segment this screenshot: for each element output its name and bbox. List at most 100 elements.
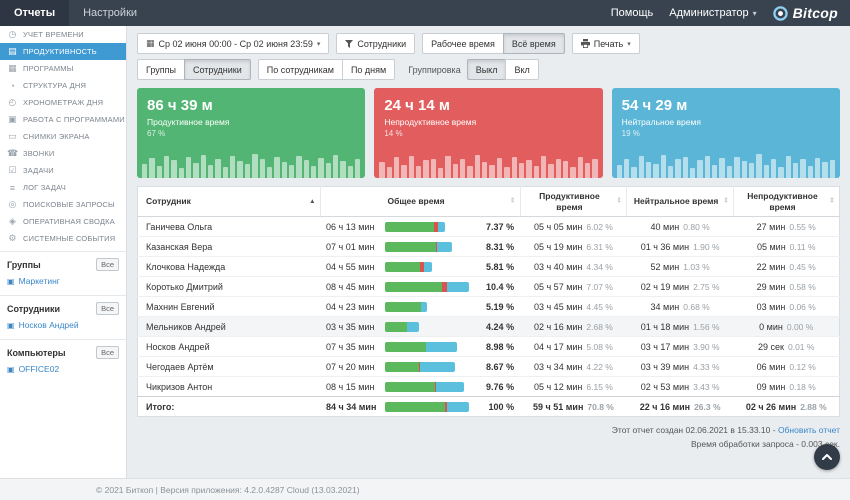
date-range-select[interactable]: ▦ Ср 02 июня 00:00 - Ср 02 июня 23:59 ▾ (137, 33, 329, 54)
refresh-report-link[interactable]: Обновить отчет (778, 425, 840, 435)
computers-all-badge[interactable]: Все (96, 346, 119, 359)
productive-time-cell: 03 ч 34 мин4.22 % (520, 357, 627, 377)
time-distribution-bar (385, 302, 469, 312)
card-bar (631, 167, 636, 178)
chevron-up-icon (821, 451, 833, 463)
productive-time-cell: 04 ч 17 мин5.08 % (520, 337, 627, 357)
scope-button-1[interactable]: Сотрудники (184, 59, 251, 80)
toolbar-row-1: ▦ Ср 02 июня 00:00 - Ср 02 июня 23:59 ▾ … (137, 33, 840, 54)
sidebar-item-programs[interactable]: ▦ПРОГРАММЫ (0, 60, 126, 77)
column-header-2[interactable]: Продуктивное время⇕ (520, 187, 627, 217)
time-distribution-bar (385, 382, 469, 392)
sort-icon: ⇕ (510, 197, 516, 206)
card-bar (742, 161, 747, 178)
column-header-label: Общее время (387, 196, 444, 206)
chevron-down-icon: ▾ (317, 40, 321, 48)
card-bar (333, 155, 338, 178)
view-button-0[interactable]: По сотрудникам (258, 59, 343, 80)
table-row[interactable]: Мельников Андрей03 ч 35 мин4.24 %02 ч 16… (138, 317, 840, 337)
sidebar-item-calls[interactable]: ☎ЗВОНКИ (0, 145, 126, 162)
card-bar (311, 166, 316, 178)
table-row[interactable]: Чегодаев Артём07 ч 20 мин8.67 %03 ч 34 м… (138, 357, 840, 377)
tab-settings[interactable]: Настройки (69, 0, 151, 26)
time-mode-button-1[interactable]: Всё время (503, 33, 565, 54)
table-row[interactable]: Клочкова Надежда04 ч 55 мин5.81 %03 ч 40… (138, 257, 840, 277)
column-header-4[interactable]: Непродуктивное время⇕ (733, 187, 839, 217)
productive-time-cell: 05 ч 57 мин7.07 % (520, 277, 627, 297)
employees-filter-button[interactable]: Сотрудники (336, 33, 415, 54)
card-bar (668, 166, 673, 178)
card-bar (237, 161, 242, 178)
card-bar (675, 159, 680, 178)
bar-chart-icon: ▤ (7, 46, 18, 57)
grouping-button-0[interactable]: Выкл (467, 59, 507, 80)
productive-time-cell: 03 ч 40 мин4.34 % (520, 257, 627, 277)
user-menu[interactable]: Администратор ▾ (669, 7, 756, 19)
sidebar-item-time-tracking[interactable]: ◷УЧЕТ ВРЕМЕНИ (0, 26, 126, 43)
filter-icon (345, 40, 353, 48)
card-bar (467, 166, 472, 178)
scope-button-0[interactable]: Группы (137, 59, 185, 80)
sidebar-item-search-queries[interactable]: ◎ПОИСКОВЫЕ ЗАПРОСЫ (0, 196, 126, 213)
sidebar-item-screenshots[interactable]: ▭СНИМКИ ЭКРАНА (0, 128, 126, 145)
card-bar (585, 163, 590, 178)
view-button-1[interactable]: По дням (342, 59, 395, 80)
column-header-label: Продуктивное время (539, 191, 600, 212)
app-footer: © 2021 Биткоп | Версия приложения: 4.2.0… (0, 478, 850, 500)
total-time-value: 07 ч 01 мин (326, 242, 380, 252)
card-percent: 67 % (147, 129, 355, 138)
card-bar (541, 156, 546, 178)
column-header-1[interactable]: Общее время ⇕ (320, 187, 520, 217)
column-header-label: Сотрудник (146, 196, 191, 206)
card-bar (697, 160, 702, 178)
chevron-down-icon: ▾ (753, 9, 757, 18)
table-row[interactable]: Коротько Дмитрий08 ч 45 мин10.4 %05 ч 57… (138, 277, 840, 297)
help-link[interactable]: Помощь (611, 7, 654, 19)
tab-reports[interactable]: Отчеты (0, 0, 69, 26)
card-bar (624, 159, 629, 178)
neutral-time-cell: 02 ч 53 мин3.43 % (627, 377, 734, 397)
blue-segment (447, 282, 469, 292)
printer-icon (581, 39, 590, 48)
filter-item-employees[interactable]: ▣Носков Андрей (7, 315, 119, 330)
sidebar-item-day-chronometry[interactable]: ◴ХРОНОМЕТРАЖ ДНЯ (0, 94, 126, 111)
card-bar (719, 158, 724, 178)
sidebar-item-productivity[interactable]: ▤ПРОДУКТИВНОСТЬ (0, 43, 126, 60)
table-row[interactable]: Махнин Евгений04 ч 23 мин5.19 %03 ч 45 м… (138, 297, 840, 317)
column-header-3[interactable]: Нейтральное время⇕ (627, 187, 734, 217)
neutral-time-cell: 40 мин0.80 % (627, 217, 734, 237)
table-total-row[interactable]: Итого:84 ч 34 мин100 %59 ч 51 мин70.8 %2… (138, 397, 840, 417)
column-header-0[interactable]: Сотрудник ▲ (138, 187, 321, 217)
filter-item-computers[interactable]: ▣OFFICE02 (7, 359, 119, 374)
sidebar-item-task-log[interactable]: ≡ЛОГ ЗАДАЧ (0, 179, 126, 196)
table-row[interactable]: Носков Андрей07 ч 35 мин8.98 %04 ч 17 ми… (138, 337, 840, 357)
sort-icon: ▲ (309, 197, 315, 205)
filter-item-label: OFFICE02 (19, 364, 60, 374)
grouping-button-1[interactable]: Вкл (505, 59, 538, 80)
card-bar (661, 155, 666, 178)
sidebar-item-program-work[interactable]: ▣РАБОТА С ПРОГРАММАМИ (0, 111, 126, 128)
card-bar (223, 167, 228, 178)
table-row[interactable]: Чикризов Антон08 ч 15 мин9.76 %05 ч 12 м… (138, 377, 840, 397)
employees-all-badge[interactable]: Все (96, 302, 119, 315)
card-bar (712, 165, 717, 178)
total-time-value: 06 ч 13 мин (326, 222, 380, 232)
column-header-label: Нейтральное время (634, 196, 719, 206)
total-time-cell: 08 ч 45 мин10.4 % (320, 277, 520, 297)
card-bar (683, 157, 688, 178)
user-name: Администратор (669, 7, 748, 19)
list-icon: ≡ (7, 183, 18, 193)
print-button[interactable]: Печать ▾ (572, 33, 640, 54)
scroll-top-button[interactable] (814, 444, 840, 470)
sidebar-item-tasks[interactable]: ☑ЗАДАЧИ (0, 162, 126, 179)
sidebar-item-operational-summary[interactable]: ◈ОПЕРАТИВНАЯ СВОДКА (0, 213, 126, 230)
sidebar-item-system-events[interactable]: ⚙СИСТЕМНЫЕ СОБЫТИЯ (0, 230, 126, 247)
filter-item-groups[interactable]: ▣Маркетинг (7, 271, 119, 286)
sidebar-item-day-structure[interactable]: ◔СТРУКТУРА ДНЯ (0, 77, 126, 94)
blue-segment (421, 302, 427, 312)
table-row[interactable]: Ганичева Ольга06 ч 13 мин7.37 %05 ч 05 м… (138, 217, 840, 237)
neutral-time-cell: 52 мин1.03 % (627, 257, 734, 277)
table-row[interactable]: Казанская Вера07 ч 01 мин8.31 %05 ч 19 м… (138, 237, 840, 257)
time-mode-button-0[interactable]: Рабочее время (422, 33, 504, 54)
groups-all-badge[interactable]: Все (96, 258, 119, 271)
